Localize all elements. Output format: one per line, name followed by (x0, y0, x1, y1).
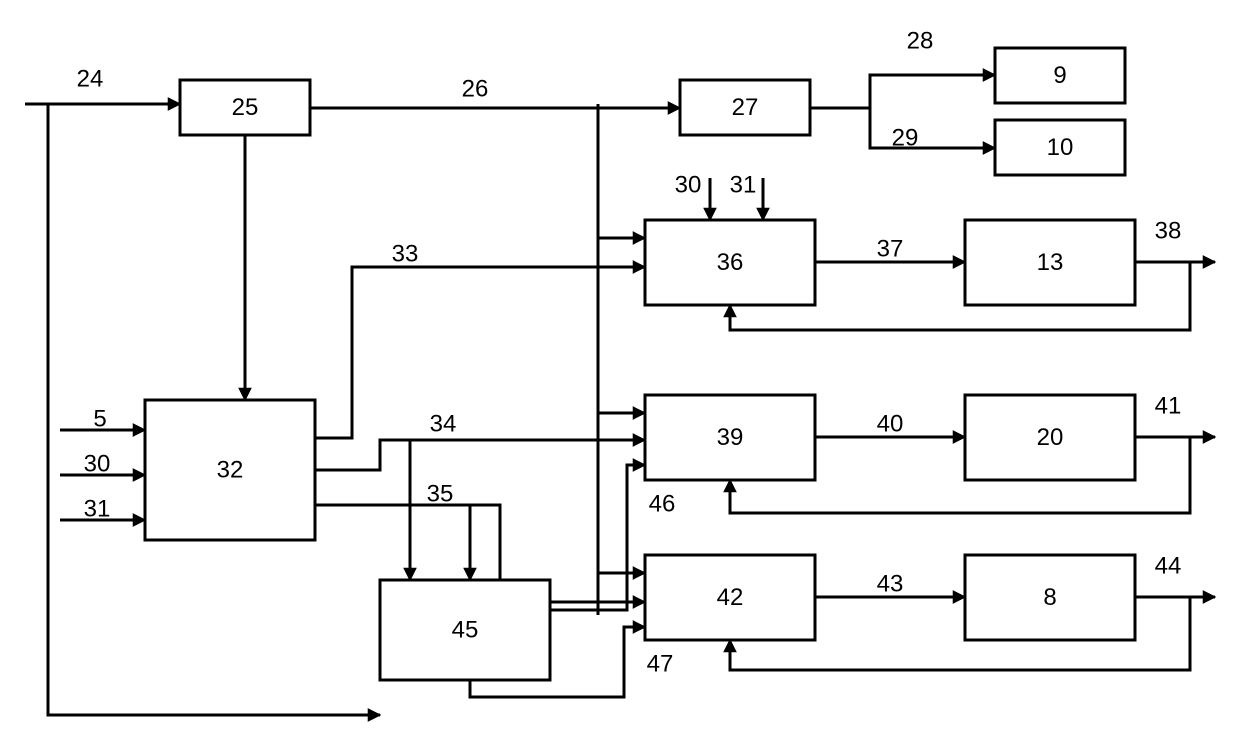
edge-label-l44: 44 (1155, 552, 1182, 579)
edge-label-l30b: 30 (84, 450, 111, 477)
node-label-n8: 8 (1043, 584, 1056, 611)
edge-e_split_10 (870, 108, 995, 148)
node-label-n9: 9 (1053, 62, 1066, 89)
edge-label-l35: 35 (427, 480, 454, 507)
node-label-n20: 20 (1037, 424, 1064, 451)
edge-label-l30a: 30 (675, 171, 702, 198)
node-label-n25: 25 (232, 94, 259, 121)
block-diagram: 25 27 9 10 36 13 39 20 32 42 8 45 24 26 28 29 30 31 33 34 35… (0, 0, 1240, 730)
edge-label-l41: 41 (1155, 392, 1182, 419)
edge-label-l47: 47 (647, 650, 674, 677)
node-label-n39: 39 (717, 424, 744, 451)
edge-label-l26: 26 (462, 75, 489, 102)
edge-e32_34 (315, 440, 645, 470)
edge-label-l5: 5 (93, 405, 106, 432)
edge-label-l28: 28 (907, 27, 934, 54)
edge-e32_33 (315, 267, 645, 438)
edge-label-l29: 29 (892, 124, 919, 151)
edge-label-l37: 37 (877, 235, 904, 262)
node-label-n45: 45 (452, 616, 479, 643)
edge-label-l33: 33 (392, 240, 419, 267)
edge-label-l43: 43 (877, 570, 904, 597)
edge-label-l31a: 31 (730, 171, 757, 198)
edge-label-l46: 46 (649, 490, 676, 517)
node-label-n13: 13 (1037, 249, 1064, 276)
edge-label-l40: 40 (877, 410, 904, 437)
node-label-n27: 27 (732, 94, 759, 121)
edge-label-l24: 24 (77, 65, 104, 92)
edge-label-l34: 34 (430, 410, 457, 437)
node-label-n42: 42 (717, 584, 744, 611)
edge-e_split_9 (870, 75, 995, 108)
edge-label-l38: 38 (1155, 217, 1182, 244)
node-label-n32: 32 (217, 456, 244, 483)
node-label-n10: 10 (1047, 134, 1074, 161)
node-label-n36: 36 (717, 249, 744, 276)
edge-label-l31b: 31 (84, 495, 111, 522)
